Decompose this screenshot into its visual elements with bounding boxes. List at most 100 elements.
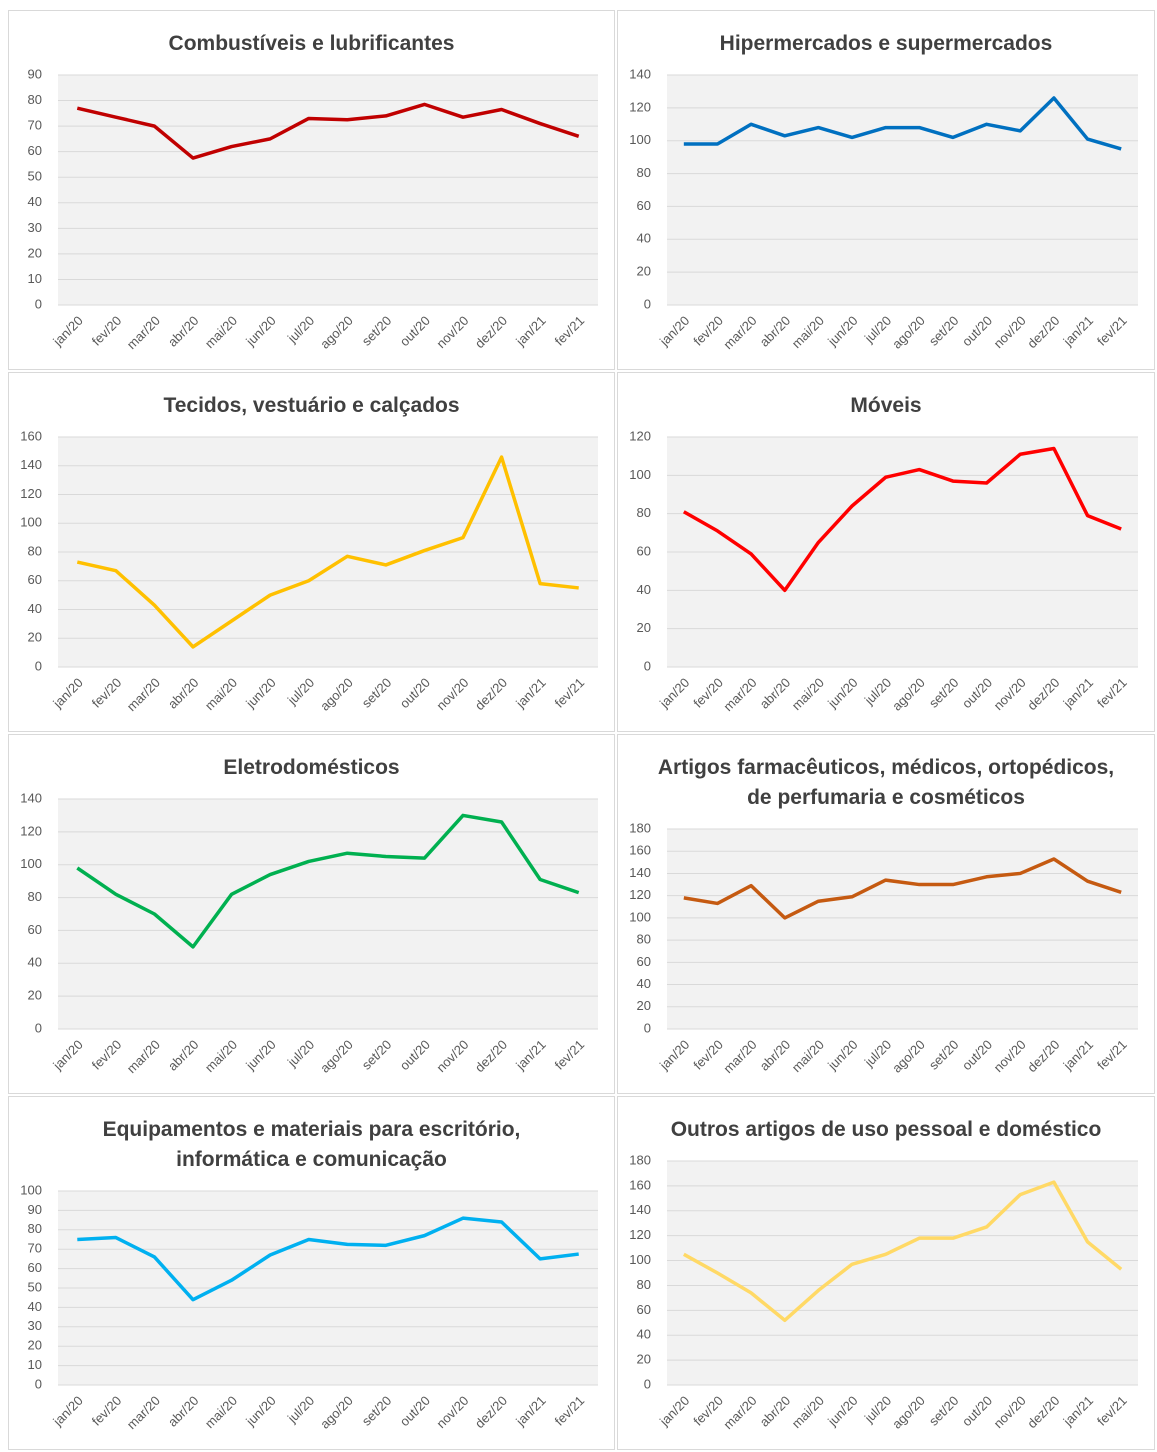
y-tick-label: 80 xyxy=(28,92,42,107)
y-tick-label: 0 xyxy=(35,658,42,673)
x-tick-label: mai/20 xyxy=(202,1037,240,1075)
y-tick-label: 80 xyxy=(637,1277,651,1292)
data-line xyxy=(683,857,1122,920)
y-tick-label: 40 xyxy=(28,955,42,970)
y-tick-label: 100 xyxy=(629,909,651,924)
x-tick-label: fev/21 xyxy=(552,1037,588,1073)
y-tick-label: 10 xyxy=(28,1357,42,1372)
chart-panel: 0 20 40 60 80 100 120 140 jan/20 fev/20 mar/20 abr/… xyxy=(617,10,1155,370)
x-tick-label: fev/21 xyxy=(552,675,588,711)
y-tick-label: 0 xyxy=(644,658,651,673)
x-tick-label: ago/20 xyxy=(317,1393,356,1432)
y-tick-label: 30 xyxy=(28,220,42,235)
y-tick-label: 100 xyxy=(629,1252,651,1267)
y-tick-label: 140 xyxy=(629,1202,651,1217)
x-tick-label: jun/20 xyxy=(824,313,860,349)
x-tick-label: dez/20 xyxy=(1024,1393,1062,1431)
y-tick-label: 80 xyxy=(637,505,651,520)
y-tick-label: 70 xyxy=(28,1241,42,1256)
x-tick-label: abr/20 xyxy=(757,1393,794,1430)
x-tick-label: abr/20 xyxy=(757,313,794,350)
x-tick-label: fev/20 xyxy=(690,1037,726,1073)
y-tick-label: 20 xyxy=(28,1338,42,1353)
x-tick-label: set/20 xyxy=(926,1393,962,1429)
y-tick-label: 100 xyxy=(20,856,42,871)
y-tick-label: 60 xyxy=(637,954,651,969)
plot-area xyxy=(58,75,598,305)
plot-area xyxy=(667,829,1138,1029)
chart-panel: 0 20 40 60 80 100 120 140 160 jan/20 fev/20 mar/20 a… xyxy=(8,372,615,732)
x-tick-label: out/20 xyxy=(397,313,433,349)
x-tick-label: jan/21 xyxy=(1060,1393,1096,1429)
x-tick-label: jul/20 xyxy=(284,1393,317,1426)
x-tick-label: jul/20 xyxy=(284,1037,317,1070)
y-tick-label: 80 xyxy=(28,889,42,904)
x-tick-label: jan/21 xyxy=(512,313,548,349)
y-tick-label: 100 xyxy=(629,467,651,482)
x-tick-label: ago/20 xyxy=(889,313,928,352)
x-tick-label: mai/20 xyxy=(202,313,240,351)
data-line xyxy=(76,102,580,160)
x-tick-label: fev/21 xyxy=(1094,313,1130,349)
y-tick-label: 70 xyxy=(28,118,42,133)
x-tick-label: mai/20 xyxy=(789,313,827,351)
x-tick-label: ago/20 xyxy=(317,1037,356,1076)
x-tick-label: mar/20 xyxy=(720,675,759,714)
x-tick-label: fev/20 xyxy=(89,1393,125,1429)
chart-title: Eletrodomésticos xyxy=(223,756,400,779)
y-tick-label: 20 xyxy=(637,1352,651,1367)
x-tick-label: fev/20 xyxy=(89,675,125,711)
x-tick-label: nov/20 xyxy=(991,675,1029,713)
chart: 0 20 40 60 80 100 120 140 160 180 jan/20fev/20mar/… xyxy=(629,820,1138,1076)
chart: 0 10 20 30 40 50 60 70 80 90 100 jan/20 fev/20 mar/20… xyxy=(20,1182,598,1432)
plot-area xyxy=(58,799,598,1029)
y-tick-label: 90 xyxy=(28,1202,42,1217)
x-tick-label: abr/20 xyxy=(165,1037,202,1074)
x-tick-label: out/20 xyxy=(959,1393,995,1429)
x-tick-label: mar/20 xyxy=(124,1393,163,1432)
data-line xyxy=(682,446,1122,593)
y-tick-label: 60 xyxy=(637,543,651,558)
chart-title: Tecidos, vestuário e calçados xyxy=(163,394,460,417)
y-tick-label: 80 xyxy=(637,932,651,947)
data-line xyxy=(683,96,1122,151)
x-tick-label: dez/20 xyxy=(1024,1037,1062,1075)
y-tick-label: 0 xyxy=(35,1376,42,1391)
x-tick-label: set/20 xyxy=(359,1037,395,1073)
x-tick-label: dez/20 xyxy=(1024,313,1062,351)
x-tick-label: dez/20 xyxy=(472,1037,510,1075)
x-tick-label: jun/20 xyxy=(824,1393,860,1429)
y-tick-label: 0 xyxy=(644,1376,651,1391)
chart: 0 10 20 30 40 50 60 70 80 90 jan/20 fev/20 mar/20 abr… xyxy=(28,66,598,352)
x-tick-label: nov/20 xyxy=(991,313,1029,351)
y-tick-label: 80 xyxy=(28,1221,42,1236)
y-tick-label: 100 xyxy=(629,132,651,147)
y-tick-label: 120 xyxy=(20,486,42,501)
x-tick-label: abr/20 xyxy=(165,1393,202,1430)
x-tick-label: mai/20 xyxy=(202,1393,240,1431)
y-tick-label: 20 xyxy=(28,630,42,645)
x-tick-label: dez/20 xyxy=(1024,675,1062,713)
y-tick-label: 0 xyxy=(35,296,42,311)
y-tick-label: 60 xyxy=(28,922,42,937)
chart: 0 20 40 60 80 100 120 140 jan/20fev/20mar/20abr/… xyxy=(629,66,1138,352)
x-tick-label: jan/20 xyxy=(656,675,692,711)
chart-title: Artigos farmacêuticos, médicos, ortopédi… xyxy=(657,756,1115,809)
x-tick-label: jul/20 xyxy=(284,313,317,346)
chart-panel: 0 20 40 60 80 100 120 140 160 180 jan/20 fev/20 mar/… xyxy=(617,1096,1155,1450)
y-tick-label: 120 xyxy=(629,99,651,114)
chart-title: Hipermercados e supermercados xyxy=(719,32,1053,55)
y-tick-label: 0 xyxy=(644,1020,651,1035)
y-tick-label: 140 xyxy=(20,457,42,472)
y-tick-label: 60 xyxy=(28,1260,42,1275)
x-tick-label: fev/20 xyxy=(89,313,125,349)
x-tick-label: jul/20 xyxy=(284,675,317,708)
x-tick-label: fev/20 xyxy=(89,1037,125,1073)
y-tick-label: 0 xyxy=(35,1020,42,1035)
x-tick-label: jan/20 xyxy=(656,1037,692,1073)
x-tick-label: set/20 xyxy=(926,675,962,711)
x-tick-label: out/20 xyxy=(397,1393,433,1429)
y-tick-label: 50 xyxy=(28,1279,42,1294)
x-tick-label: jan/20 xyxy=(656,1393,692,1429)
